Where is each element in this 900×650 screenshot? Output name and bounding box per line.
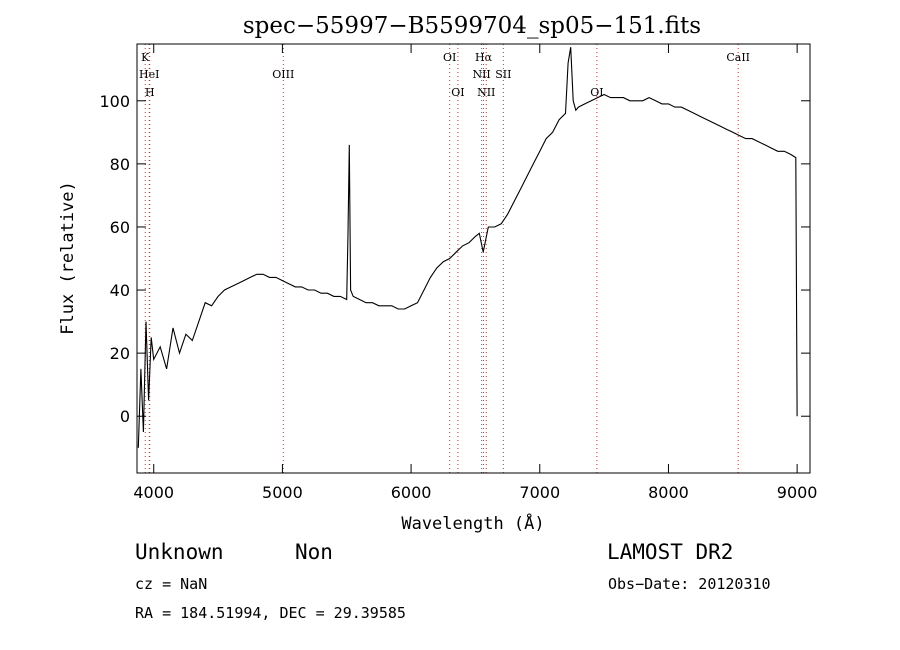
spectral-line-label: OI: [451, 86, 464, 99]
y-tick-label: 40: [110, 281, 130, 300]
x-tick-label: 5000: [262, 483, 303, 502]
x-tick-label: 7000: [519, 483, 560, 502]
plot-frame: [136, 43, 811, 474]
axis-ticks: 4000 5000 6000 7000 8000 9000 0 20 40 60 80 100: [99, 44, 817, 502]
spectral-line-label: OI: [590, 86, 603, 99]
survey-name: LAMOST DR2: [607, 540, 734, 564]
x-axis-label: Wavelength (Å): [401, 512, 544, 534]
spectral-line-label: K: [141, 51, 150, 64]
y-tick-label: 20: [110, 344, 130, 363]
spectral-line-label: OI: [443, 51, 456, 64]
y-axis-label: Flux (relative): [58, 181, 78, 335]
spectral-line-label: NII: [472, 68, 490, 81]
coordinates: RA = 184.51994, DEC = 29.39585: [135, 604, 406, 622]
x-tick-label: 8000: [648, 483, 689, 502]
y-tick-label: 0: [120, 407, 130, 426]
x-tick-label: 4000: [133, 483, 174, 502]
spectrum-line: [137, 47, 798, 448]
chart-title: spec−55997−B5599704_sp05−151.fits: [243, 13, 701, 39]
spectral-line-label: HeI: [139, 68, 159, 81]
y-tick-label: 80: [110, 155, 130, 174]
x-tick-label: 9000: [777, 483, 818, 502]
spectral-class: Unknown: [135, 540, 224, 564]
redshift-cz: cz = NaN: [135, 575, 208, 593]
spectral-line-label: Hα: [475, 51, 493, 64]
x-tick-label: 6000: [391, 483, 432, 502]
spectral-subclass: Non: [295, 540, 333, 564]
observation-date: Obs−Date: 20120310: [608, 575, 771, 593]
y-tick-label: 100: [99, 92, 130, 111]
spectral-line-label: OIII: [272, 68, 294, 81]
spectral-line-label: SII: [495, 68, 511, 81]
spectral-line-label: H: [145, 86, 155, 99]
y-tick-label: 60: [110, 218, 130, 237]
spectral-line-label: CaII: [726, 51, 750, 64]
spectral-line-label: NII: [477, 86, 495, 99]
